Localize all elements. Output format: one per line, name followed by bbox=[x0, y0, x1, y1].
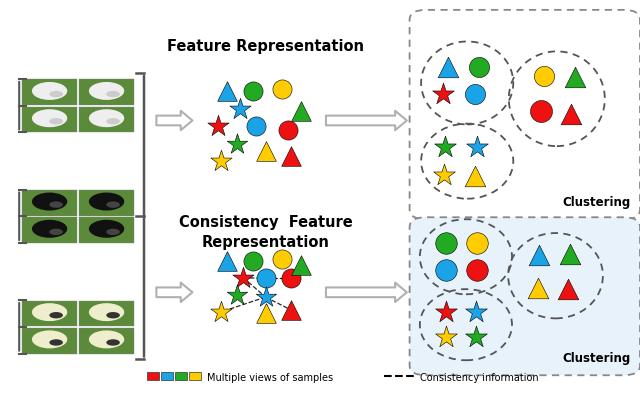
Bar bbox=[161, 372, 173, 380]
FancyBboxPatch shape bbox=[79, 190, 134, 216]
Bar bbox=[147, 372, 159, 380]
Ellipse shape bbox=[49, 91, 63, 97]
Bar bbox=[189, 372, 201, 380]
Point bbox=[441, 267, 451, 273]
Text: Consistency  Feature
Representation: Consistency Feature Representation bbox=[179, 215, 353, 250]
Point bbox=[470, 91, 480, 97]
Point bbox=[222, 88, 232, 94]
Point bbox=[539, 73, 549, 79]
Point bbox=[563, 286, 573, 292]
Point bbox=[232, 141, 242, 147]
FancyBboxPatch shape bbox=[22, 79, 77, 105]
Point bbox=[232, 292, 242, 299]
Ellipse shape bbox=[49, 229, 63, 235]
FancyBboxPatch shape bbox=[79, 217, 134, 243]
Ellipse shape bbox=[89, 109, 124, 127]
FancyBboxPatch shape bbox=[22, 328, 77, 354]
Point bbox=[296, 107, 306, 114]
Ellipse shape bbox=[106, 339, 120, 346]
Point bbox=[235, 105, 245, 112]
Point bbox=[216, 158, 226, 164]
Point bbox=[438, 171, 449, 178]
Ellipse shape bbox=[49, 312, 63, 318]
FancyBboxPatch shape bbox=[22, 190, 77, 216]
Text: Multiple views of samples: Multiple views of samples bbox=[207, 372, 333, 383]
FancyBboxPatch shape bbox=[22, 107, 77, 132]
Ellipse shape bbox=[106, 201, 120, 208]
Point bbox=[216, 309, 226, 315]
Ellipse shape bbox=[89, 82, 124, 100]
Ellipse shape bbox=[106, 91, 120, 97]
Point bbox=[534, 252, 544, 258]
Ellipse shape bbox=[49, 339, 63, 346]
Point bbox=[471, 333, 481, 340]
Point bbox=[260, 294, 271, 300]
Point bbox=[532, 284, 543, 291]
Point bbox=[441, 333, 451, 340]
FancyBboxPatch shape bbox=[79, 328, 134, 354]
Point bbox=[260, 148, 271, 154]
Point bbox=[276, 86, 287, 92]
Point bbox=[251, 123, 261, 130]
Point bbox=[536, 108, 546, 115]
FancyBboxPatch shape bbox=[410, 10, 640, 219]
Point bbox=[472, 239, 482, 246]
Point bbox=[212, 123, 223, 130]
Point bbox=[471, 309, 481, 315]
Point bbox=[260, 275, 271, 282]
Bar bbox=[175, 372, 187, 380]
Ellipse shape bbox=[89, 220, 124, 238]
Ellipse shape bbox=[32, 192, 67, 211]
Point bbox=[570, 74, 580, 81]
Point bbox=[238, 275, 248, 281]
Ellipse shape bbox=[32, 330, 67, 348]
FancyBboxPatch shape bbox=[410, 217, 640, 375]
FancyBboxPatch shape bbox=[22, 217, 77, 243]
Point bbox=[470, 173, 480, 179]
FancyBboxPatch shape bbox=[79, 79, 134, 105]
Point bbox=[472, 267, 482, 273]
Ellipse shape bbox=[89, 330, 124, 348]
Point bbox=[564, 250, 575, 257]
Point bbox=[248, 88, 258, 94]
Ellipse shape bbox=[49, 201, 63, 208]
FancyBboxPatch shape bbox=[79, 107, 134, 132]
Point bbox=[283, 126, 293, 133]
Ellipse shape bbox=[89, 303, 124, 321]
Point bbox=[440, 144, 451, 150]
Point bbox=[276, 256, 287, 262]
Ellipse shape bbox=[32, 220, 67, 238]
Ellipse shape bbox=[106, 229, 120, 235]
Point bbox=[260, 310, 271, 316]
Ellipse shape bbox=[106, 312, 120, 318]
Ellipse shape bbox=[32, 303, 67, 321]
Point bbox=[566, 111, 576, 117]
Point bbox=[222, 258, 232, 264]
Text: Consistency information: Consistency information bbox=[420, 372, 539, 383]
Point bbox=[286, 307, 296, 313]
Point bbox=[438, 91, 448, 97]
Text: Feature Representation: Feature Representation bbox=[167, 40, 364, 55]
Point bbox=[286, 275, 296, 282]
Point bbox=[443, 64, 453, 70]
Ellipse shape bbox=[32, 82, 67, 100]
Ellipse shape bbox=[32, 109, 67, 127]
FancyBboxPatch shape bbox=[79, 301, 134, 326]
Point bbox=[474, 64, 484, 70]
Ellipse shape bbox=[89, 192, 124, 211]
Point bbox=[296, 261, 306, 268]
Text: Clustering: Clustering bbox=[562, 196, 630, 209]
Text: Clustering: Clustering bbox=[562, 352, 630, 365]
Point bbox=[472, 144, 482, 150]
Ellipse shape bbox=[49, 118, 63, 124]
Ellipse shape bbox=[106, 118, 120, 124]
Point bbox=[248, 258, 258, 264]
Point bbox=[441, 239, 451, 246]
Point bbox=[286, 153, 296, 159]
FancyBboxPatch shape bbox=[22, 301, 77, 326]
Point bbox=[441, 309, 451, 315]
